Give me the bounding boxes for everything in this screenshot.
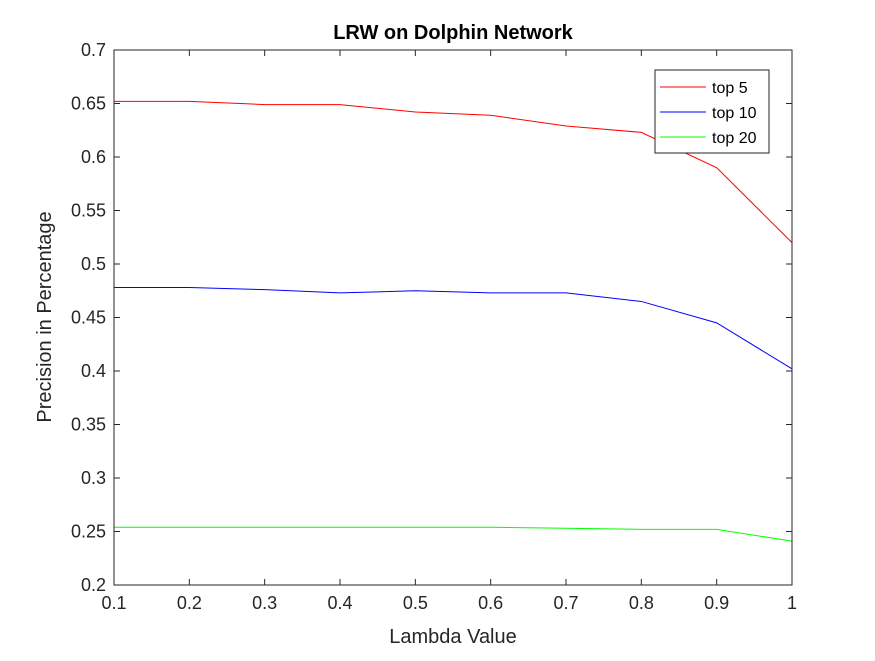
y-tick-label: 0.3: [81, 468, 106, 488]
y-tick-label: 0.2: [81, 575, 106, 595]
plot-frame: [113, 49, 793, 586]
x-tick-labels: 0.1 0.2 0.3 0.4 0.5 0.6 0.7 0.8 0.9 1: [101, 593, 797, 613]
chart-title: LRW on Dolphin Network: [333, 22, 573, 44]
y-tick-label: 0.35: [71, 415, 106, 435]
y-tick-label: 0.55: [71, 201, 106, 221]
y-axis-label: Precision in Percentage: [34, 211, 56, 422]
y-tick-label: 0.7: [81, 40, 106, 60]
y-tick-label: 0.6: [81, 147, 106, 167]
y-tick-label: 0.4: [81, 361, 106, 381]
series-line-top-10: [114, 287, 793, 370]
legend: top 5 top 10 top 20: [654, 69, 770, 154]
x-tick-label: 0.6: [478, 593, 503, 613]
y-tick-labels: 0.2 0.25 0.3 0.35 0.4 0.45 0.5 0.55 0.6 0.65 0.7: [71, 40, 106, 595]
legend-label-top-20: top 20: [712, 130, 757, 147]
x-tick-label: 1: [787, 593, 797, 613]
x-tick-label: 0.5: [403, 593, 428, 613]
x-tick-label: 0.4: [327, 593, 352, 613]
x-tick-label: 0.1: [101, 593, 126, 613]
x-tick-label: 0.8: [629, 593, 654, 613]
y-tick-label: 0.25: [71, 522, 106, 542]
series-line-top-20: [114, 526, 793, 542]
x-tick-label: 0.9: [704, 593, 729, 613]
y-tick-label: 0.5: [81, 254, 106, 274]
legend-label-top-5: top 5: [712, 80, 748, 97]
legend-label-top-10: top 10: [712, 105, 757, 122]
y-tick-label: 0.65: [71, 94, 106, 114]
x-axis-label: Lambda Value: [389, 626, 517, 648]
x-tick-label: 0.3: [252, 593, 277, 613]
x-tick-label: 0.2: [177, 593, 202, 613]
x-tick-label: 0.7: [553, 593, 578, 613]
y-tick-label: 0.45: [71, 308, 106, 328]
